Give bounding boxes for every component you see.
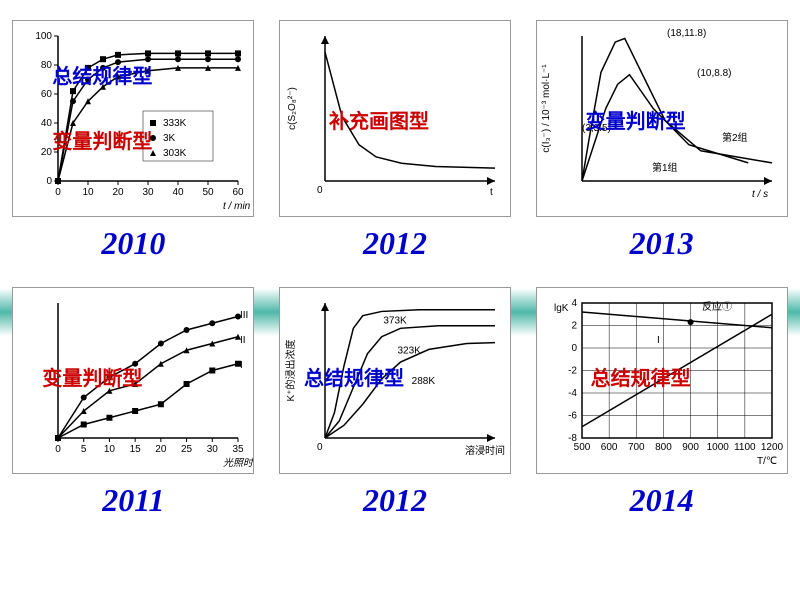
svg-text:反应①: 反应① <box>702 300 732 313</box>
chart-cell: 05101520253035IIIIII光照时间/小时CH₄产量变量判断型201… <box>12 287 254 519</box>
svg-text:373K: 373K <box>383 315 407 326</box>
svg-text:0: 0 <box>47 176 53 187</box>
overlay-label: 总结规律型 <box>52 60 152 89</box>
svg-text:35: 35 <box>233 444 245 455</box>
top-row: 0 10 20 30 40 50 60 0 20 40 60 80 100 333K 3K 303K t / m… <box>0 0 800 262</box>
svg-text:600: 600 <box>600 442 617 453</box>
chart-cell: 0 t c(S₂O₈²⁻) 补充画图型 2012 <box>279 20 511 262</box>
svg-text:(18,11.8): (18,11.8) <box>667 28 706 39</box>
svg-text:I: I <box>657 335 660 346</box>
svg-text:20: 20 <box>156 444 168 455</box>
svg-text:100: 100 <box>36 31 53 42</box>
svg-text:第2组: 第2组 <box>722 131 748 144</box>
chart-cell: (18,11.8)(10,8.8)(3,3.5)第1组第2组t / sc(I₃⁻… <box>536 20 788 262</box>
svg-text:0: 0 <box>56 187 62 198</box>
year-label: 2014 <box>536 482 788 519</box>
svg-text:30: 30 <box>143 187 155 198</box>
svg-text:800: 800 <box>655 442 672 453</box>
chart-cell: 0 10 20 30 40 50 60 0 20 40 60 80 100 333K 3K 303K t / m… <box>12 20 254 262</box>
svg-text:0: 0 <box>56 444 62 455</box>
year-label: 2012 <box>279 482 511 519</box>
svg-text:3K: 3K <box>163 133 176 144</box>
svg-text:40: 40 <box>173 187 185 198</box>
svg-text:-6: -6 <box>568 411 577 422</box>
svg-text:-4: -4 <box>568 388 577 399</box>
year-label: 2012 <box>279 225 511 262</box>
svg-text:10: 10 <box>104 444 116 455</box>
svg-text:T/℃: T/℃ <box>757 456 777 467</box>
svg-text:700: 700 <box>628 442 645 453</box>
svg-text:1200: 1200 <box>761 442 784 453</box>
svg-text:20: 20 <box>113 187 125 198</box>
svg-text:c(S₂O₈²⁻): c(S₂O₈²⁻) <box>287 87 298 130</box>
overlay-label: 变量判断型 <box>586 105 686 134</box>
overlay-label: 补充画图型 <box>329 105 429 134</box>
svg-text:t: t <box>490 187 493 198</box>
svg-text:30: 30 <box>207 444 219 455</box>
svg-text:I: I <box>240 360 243 371</box>
svg-text:1100: 1100 <box>734 442 756 453</box>
overlay-label: 总结规律型 <box>304 362 404 391</box>
svg-text:光照时间/小时: 光照时间/小时 <box>223 457 254 469</box>
svg-text:15: 15 <box>130 444 142 455</box>
svg-text:25: 25 <box>181 444 193 455</box>
svg-text:c(I₃⁻) / 10⁻³ mol·L⁻¹: c(I₃⁻) / 10⁻³ mol·L⁻¹ <box>541 64 552 153</box>
svg-text:900: 900 <box>682 442 699 453</box>
svg-text:溶浸时间: 溶浸时间 <box>465 444 505 457</box>
chart-cell: 373K323K288K0溶浸时间K⁺的浸出浓度总结规律型2012 <box>279 287 511 519</box>
svg-text:333K: 333K <box>163 118 187 129</box>
svg-text:60: 60 <box>41 89 53 100</box>
svg-text:60: 60 <box>233 187 245 198</box>
svg-text:0: 0 <box>571 343 577 354</box>
svg-text:288K: 288K <box>412 376 436 387</box>
year-label: 2011 <box>12 482 254 519</box>
svg-text:80: 80 <box>41 60 53 71</box>
overlay-label: 总结规律型 <box>591 362 691 391</box>
svg-text:-2: -2 <box>568 366 577 377</box>
year-label: 2010 <box>12 225 254 262</box>
svg-text:0: 0 <box>317 442 323 453</box>
svg-text:50: 50 <box>203 187 215 198</box>
year-label: 2013 <box>536 225 788 262</box>
svg-text:K⁺的浸出浓度: K⁺的浸出浓度 <box>284 340 297 402</box>
overlay-label: 变量判断型 <box>42 362 142 391</box>
svg-text:t / s: t / s <box>752 189 768 200</box>
chart-cell: 500600700800900100011001200-8-6-4-2024反应… <box>536 287 788 519</box>
svg-text:-8: -8 <box>568 433 577 444</box>
svg-text:4: 4 <box>571 298 577 309</box>
svg-text:III: III <box>240 310 248 321</box>
svg-text:5: 5 <box>81 444 87 455</box>
svg-text:303K: 303K <box>163 148 187 159</box>
svg-text:II: II <box>240 335 246 346</box>
svg-text:1000: 1000 <box>706 442 729 453</box>
svg-text:t / min: t / min <box>223 201 251 212</box>
svg-text:(10,8.8): (10,8.8) <box>697 68 731 79</box>
bottom-row: 05101520253035IIIIII光照时间/小时CH₄产量变量判断型201… <box>0 262 800 519</box>
svg-text:10: 10 <box>83 187 95 198</box>
overlay-label: 变量判断型 <box>52 125 152 154</box>
chart-svg: 0 10 20 30 40 50 60 0 20 40 60 80 100 333K 3K 303K t / m… <box>12 20 254 217</box>
svg-text:2: 2 <box>571 321 577 332</box>
svg-text:0: 0 <box>317 185 323 196</box>
svg-text:第1组: 第1组 <box>652 161 678 174</box>
svg-text:40: 40 <box>41 118 53 129</box>
svg-text:20: 20 <box>41 147 53 158</box>
svg-text:lgK: lgK <box>554 303 569 314</box>
